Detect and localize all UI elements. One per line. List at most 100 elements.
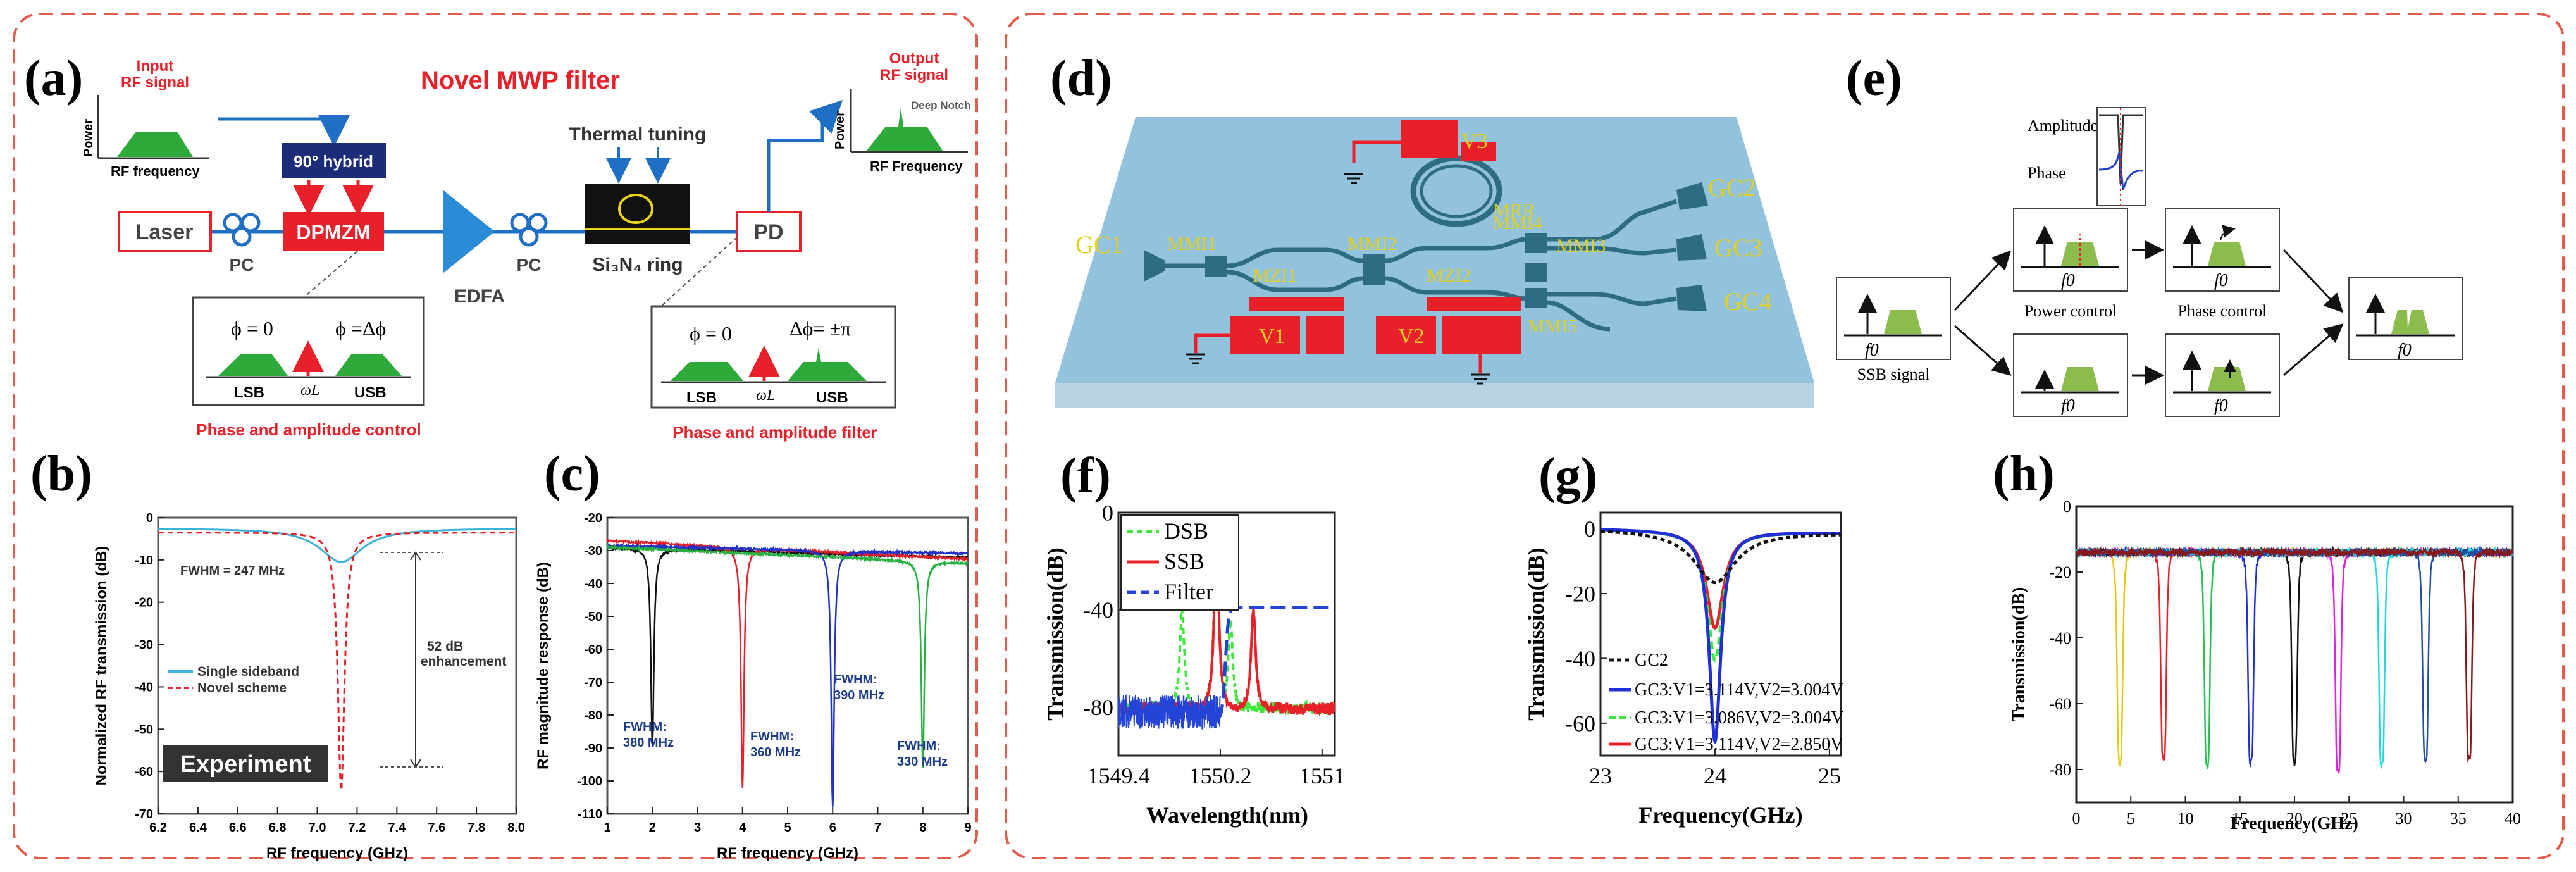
inset2-usb: USB bbox=[816, 389, 848, 406]
x-tick-label: 7 bbox=[874, 821, 881, 835]
laser-box bbox=[118, 211, 212, 252]
plot-f: 1549.4 1550.2 1551 0 -40 -80 bbox=[1083, 501, 1345, 788]
g-legend-gc3-b: GC3:V1=3.086V,V2=3.004V bbox=[1635, 708, 1844, 728]
x-tick-label: 23 bbox=[1589, 763, 1612, 788]
input-rf-label-1: Input bbox=[137, 58, 174, 75]
b-xlabel: RF frequency (GHz) bbox=[266, 845, 408, 862]
c-fwhm-3-value: 390 MHz bbox=[834, 688, 884, 702]
x-tick-label: 10 bbox=[2177, 809, 2194, 828]
panel-a-letter: (a) bbox=[24, 51, 83, 106]
panel-b: (b) 6.2 6.4 6.6 6.8 7.0 7.2 7.4 7.6 7.8 8.0 0 -10 -2… bbox=[30, 446, 525, 862]
series-notch-6-GHz bbox=[607, 542, 968, 807]
caption-phase-amplitude-control: Phase and amplitude control bbox=[196, 420, 421, 439]
y-tick-label: -60 bbox=[135, 765, 153, 779]
y-tick-label: -40 bbox=[584, 577, 602, 591]
g-xlabel: Frequency(GHz) bbox=[1638, 802, 1802, 828]
x-tick-label: 24 bbox=[1704, 763, 1726, 788]
x-tick-label: 40 bbox=[2505, 809, 2521, 828]
y-tick-label: -80 bbox=[2049, 761, 2071, 779]
x-tick-label: 7.6 bbox=[428, 821, 445, 835]
ring-resonator bbox=[618, 194, 653, 224]
electrodes bbox=[1186, 120, 1521, 385]
e-boxes bbox=[1836, 208, 2463, 417]
b-fwhm-label: FWHM = 247 MHz bbox=[180, 564, 285, 578]
y-tick-label: -10 bbox=[135, 554, 153, 568]
series-gc2 bbox=[1601, 529, 1841, 585]
y-tick-label: 0 bbox=[2063, 497, 2071, 516]
series-notch-8-GHz bbox=[607, 544, 968, 768]
plot-g: 23 24 25 0 -20 -40 -60 bbox=[1565, 516, 1841, 788]
output-rf-plot: Output RF signal Deep Notch Power RF Fre… bbox=[833, 50, 970, 174]
pc1-icon bbox=[223, 213, 261, 247]
e-f0-power-top: f0 bbox=[2061, 271, 2075, 290]
output-label-2: RF signal bbox=[880, 66, 948, 84]
panel-b-letter: (b) bbox=[30, 446, 92, 502]
h-xlabel: Frequency(GHz) bbox=[2231, 814, 2358, 833]
panel-h-letter: (h) bbox=[1993, 446, 2055, 502]
x-tick-label: 25 bbox=[2341, 809, 2357, 828]
x-tick-label: 6.6 bbox=[229, 821, 247, 835]
chip-mmi2-label: MMI2 bbox=[1347, 234, 1397, 254]
pc2-label: PC bbox=[517, 255, 542, 275]
b-ylabel: Normalized RF transmission (dB) bbox=[93, 546, 110, 786]
c-fwhm-3-title: FWHM: bbox=[834, 673, 877, 687]
chip-v2-label: V2 bbox=[1398, 325, 1425, 348]
pc1-label: PC bbox=[230, 255, 254, 275]
x-tick-label: 25 bbox=[1818, 763, 1841, 788]
inset1-phidelta: ϕ =Δϕ bbox=[335, 317, 386, 340]
y-tick-label: -20 bbox=[2049, 563, 2071, 582]
left-panel-frame bbox=[13, 13, 978, 859]
e-ssb-signal-label: SSB signal bbox=[1857, 365, 1930, 383]
g-legend-gc3-a: GC3:V1=3.114V,V2=3.004V bbox=[1635, 680, 1843, 700]
x-tick-label: 8.0 bbox=[507, 821, 525, 835]
chip-gc3-label: GC3 bbox=[1714, 234, 1762, 262]
hybrid-box bbox=[282, 143, 386, 178]
mmi-blocks bbox=[1205, 233, 1547, 308]
input-power-label: Power bbox=[82, 119, 96, 157]
x-tick-label: 3 bbox=[694, 821, 701, 835]
thermal-label: Thermal tuning bbox=[569, 124, 707, 145]
series-gc3-v1-3-114v-v2-3-004v bbox=[1601, 528, 1841, 744]
edfa-triangle bbox=[443, 190, 495, 273]
e-f0-phase-top: f0 bbox=[2214, 271, 2228, 290]
x-tick-label: 20 bbox=[2286, 809, 2303, 828]
y-tick-label: 0 bbox=[146, 511, 153, 525]
y-tick-label: 0 bbox=[1102, 501, 1113, 526]
e-phase-label: Phase bbox=[2028, 164, 2066, 182]
panel-f-letter: (f) bbox=[1060, 448, 1111, 504]
panel-a-title: Novel MWP filter bbox=[421, 66, 620, 94]
chip-v3-label: V3 bbox=[1461, 130, 1488, 153]
panel-d-letter: (d) bbox=[1050, 51, 1112, 106]
y-tick-label: -60 bbox=[2049, 695, 2071, 713]
y-tick-label: -70 bbox=[135, 807, 153, 821]
e-power-control-label: Power control bbox=[2024, 302, 2117, 320]
plot-c-frame bbox=[606, 516, 969, 815]
panel-c: (c) 1 2 3 4 5 6 7 8 9 -20 -30 -40 -50 -60 -70 -80 -90 -10… bbox=[535, 446, 972, 862]
e-flow-arrows bbox=[1954, 240, 2344, 385]
series-notch-36ghz bbox=[2076, 546, 2513, 763]
inset-phase-control: ϕ = 0 ϕ =Δϕ LSB ωL USB bbox=[192, 296, 425, 406]
series-filter-noise bbox=[1118, 694, 1221, 730]
y-tick-label: -20 bbox=[1565, 582, 1595, 607]
x-tick-label: 1 bbox=[604, 821, 610, 835]
c-xlabel: RF frequency (GHz) bbox=[717, 845, 858, 862]
chip-gc4-label: GC4 bbox=[1724, 287, 1772, 316]
y-tick-label: -60 bbox=[584, 643, 602, 657]
f-legend-dsb: DSB bbox=[1164, 518, 1208, 544]
y-tick-label: 0 bbox=[1584, 516, 1595, 542]
b-enhancement-text: enhancement bbox=[421, 654, 506, 669]
y-tick-label: -20 bbox=[135, 596, 153, 610]
panel-g: (g) 23 24 25 0 -20 -40 -60 GC2 GC3:V1=3.114V,V… bbox=[1523, 448, 1844, 828]
x-tick-label: 7.8 bbox=[468, 821, 485, 835]
right-panel-frame bbox=[1005, 13, 2565, 859]
ring-label: Si₃N₄ ring bbox=[592, 254, 683, 275]
chip-mzi1-label: MZI1 bbox=[1253, 265, 1297, 286]
pc2-icon bbox=[510, 213, 548, 247]
hybrid-label: 90° hybrid bbox=[294, 152, 373, 171]
x-tick-label: 1551 bbox=[1299, 763, 1345, 788]
e-amplitude-label: Amplitude bbox=[2028, 116, 2098, 135]
pd-box bbox=[736, 211, 802, 252]
c-fwhm-4-value: 330 MHz bbox=[897, 755, 948, 769]
x-tick-label: 1550.2 bbox=[1189, 763, 1251, 788]
b-legend-novel: Novel scheme bbox=[197, 681, 287, 695]
